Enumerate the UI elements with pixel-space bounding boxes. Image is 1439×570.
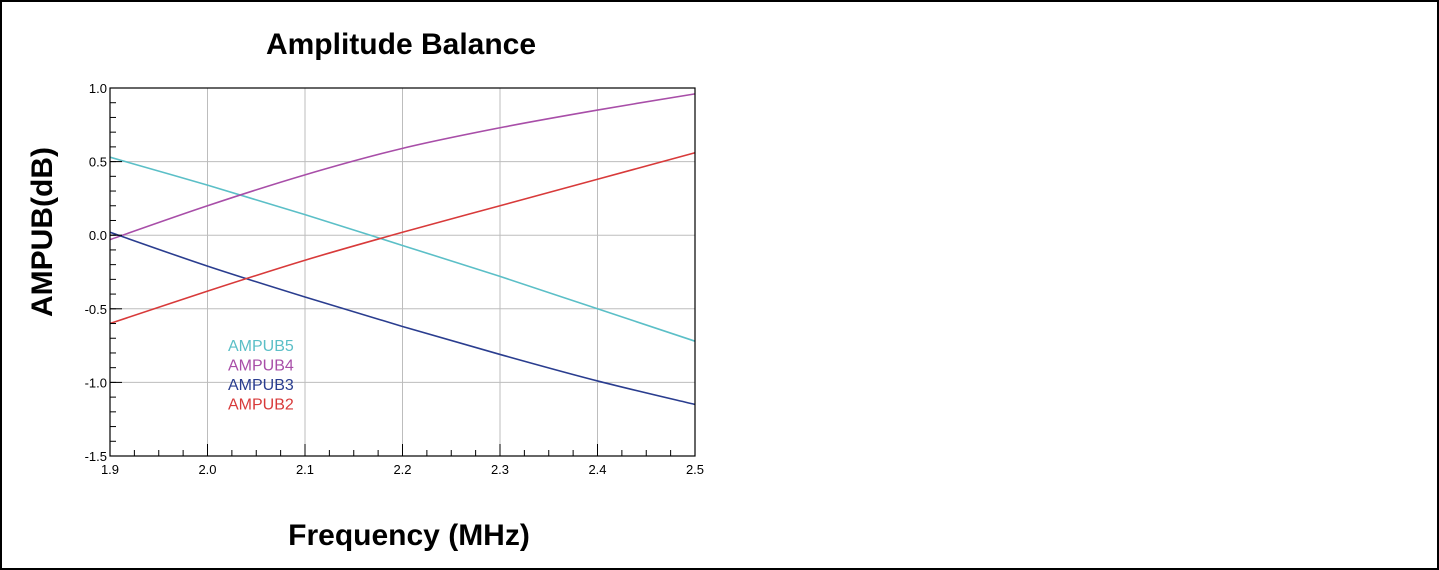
x-tick-labels: 1.9 2.0 2.1 2.2 2.3 2.4 2.5 [101, 462, 704, 477]
legend-entry-ampub3: AMPUB3 [228, 377, 294, 394]
x-tick-label: 1.9 [101, 462, 119, 477]
series-line-ampub5 [109, 156, 696, 342]
y-tick-label: 0.5 [89, 155, 107, 170]
series-line-ampub4 [109, 93, 696, 241]
y-tick-labels: 1.0 0.5 0.0 -0.5 -1.0 -1.5 [85, 81, 107, 464]
x-tick-label: 2.5 [686, 462, 704, 477]
y-tick-label: -1.0 [85, 375, 107, 390]
x-tick-label: 2.4 [588, 462, 606, 477]
y-tick-label: 0.0 [89, 228, 107, 243]
plot-grid [110, 88, 695, 456]
legend-entry-ampub5: AMPUB5 [228, 338, 294, 355]
x-tick-label: 2.2 [393, 462, 411, 477]
x-tick-label: 2.3 [491, 462, 509, 477]
series-lines [109, 93, 696, 406]
legend-entry-ampub4: AMPUB4 [228, 358, 294, 375]
y-tick-label: -0.5 [85, 302, 107, 317]
chart-title: Amplitude Balance [266, 28, 536, 61]
x-tick-label: 2.0 [198, 462, 216, 477]
series-line-ampub2 [109, 151, 696, 325]
legend-entry-ampub2: AMPUB2 [228, 397, 294, 414]
legend: AMPUB5 AMPUB4 AMPUB3 AMPUB2 [228, 338, 294, 414]
x-tick-label: 2.1 [296, 462, 314, 477]
y-tick-label: 1.0 [89, 81, 107, 96]
y-axis-title: AMPUB(dB) [26, 147, 59, 317]
y-tick-label: -1.5 [85, 449, 107, 464]
axis-ticks [109, 87, 696, 457]
x-axis-title: Frequency (MHz) [288, 519, 530, 552]
series-line-ampub3 [109, 231, 696, 406]
